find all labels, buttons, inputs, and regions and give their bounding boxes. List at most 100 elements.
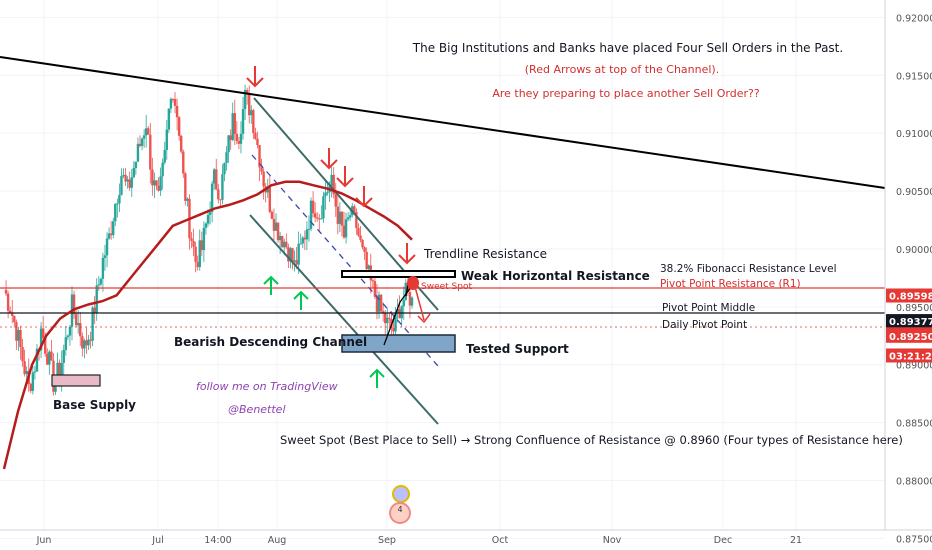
- candle-body: [388, 317, 391, 319]
- projection-down-arrowhead: [417, 313, 431, 324]
- candle-body: [167, 108, 171, 130]
- fib-label: 38.2% Fibonacci Resistance Level: [660, 263, 837, 275]
- candle-body: [44, 338, 47, 354]
- moving-average-line[interactable]: [2, 180, 413, 470]
- candle-body: [159, 176, 162, 191]
- candle-body: [392, 328, 395, 332]
- tested-support-box[interactable]: [341, 334, 456, 353]
- candle-body: [149, 134, 152, 170]
- buy-arrow-head: [263, 275, 279, 285]
- candle-body: [29, 383, 32, 391]
- price-tag-bg: [886, 314, 932, 329]
- time-tick-label: Sep: [378, 535, 396, 546]
- candle-body: [157, 185, 160, 191]
- grid: [0, 0, 885, 539]
- price-tag: 0.89250: [886, 328, 932, 343]
- candle-body: [357, 227, 360, 236]
- price-tick-label: 0.90000: [896, 245, 932, 256]
- event-marker-icon[interactable]: [392, 485, 410, 503]
- time-axis[interactable]: Jun Jul 14:00 Aug Sep Oct Nov Dec 21: [0, 529, 932, 546]
- candle-body: [283, 241, 286, 248]
- candle-body: [13, 316, 16, 323]
- candle-body: [245, 89, 249, 94]
- author-label: @Benettel: [228, 403, 286, 416]
- candle-body: [373, 281, 377, 297]
- sell-arrow-head: [398, 254, 416, 265]
- price-tag-bg: [886, 328, 932, 343]
- price-tick-label: 0.87500: [896, 534, 932, 545]
- candle-body: [326, 192, 329, 194]
- event-markers[interactable]: 4: [389, 485, 411, 524]
- candle-body: [262, 171, 265, 187]
- price-tag: 03:21:27: [886, 348, 932, 363]
- channel-midline[interactable]: [251, 154, 439, 367]
- time-tick-label: Nov: [603, 535, 622, 546]
- time-tick-label: 21: [790, 535, 802, 546]
- candle-body: [231, 113, 234, 141]
- price-tag-label: 0.89377: [889, 317, 932, 328]
- candle-body: [140, 138, 144, 146]
- candle-body: [6, 293, 10, 311]
- time-tick-label: Jul: [151, 535, 163, 546]
- candle-body: [76, 323, 80, 326]
- candle-body: [260, 167, 263, 172]
- candle-body: [394, 312, 397, 332]
- time-tick-label: 14:00: [204, 535, 231, 546]
- candle-body: [99, 278, 103, 285]
- candle-body: [66, 335, 70, 338]
- base-supply-box[interactable]: [51, 374, 101, 387]
- candle-body: [258, 145, 261, 168]
- sell-arrow-head: [320, 159, 338, 170]
- candle-body: [103, 255, 107, 258]
- candle-body: [367, 265, 370, 270]
- candle-body: [180, 135, 183, 152]
- candle-body: [132, 168, 136, 178]
- drawing-layer: [0, 56, 886, 425]
- sub-text-2: Are they preparing to place another Sell…: [492, 87, 760, 100]
- weak-horizontal-resistance-box[interactable]: [341, 270, 456, 278]
- candle-body: [147, 128, 150, 135]
- follow-label: follow me on TradingView: [196, 380, 338, 393]
- price-axis[interactable]: 0.92000 0.91500 0.91000 0.90500 0.90000 0.895…: [884, 0, 932, 550]
- major-trendline[interactable]: [0, 56, 886, 189]
- candle-body: [171, 98, 175, 100]
- candle-body: [268, 187, 272, 212]
- candle-body: [25, 371, 28, 375]
- event-marker-icon[interactable]: [389, 502, 411, 524]
- candle-body: [324, 192, 327, 197]
- candle-body: [68, 326, 72, 336]
- price-tick-label: 0.88500: [896, 419, 932, 430]
- price-tick-label: 0.90500: [896, 187, 932, 198]
- candle-body: [381, 311, 385, 313]
- candle-body: [190, 238, 193, 241]
- sub-text-1: (Red Arrows at top of the Channel).: [525, 63, 719, 76]
- candle-body: [336, 206, 340, 224]
- candle-body: [112, 221, 115, 236]
- candle-body: [163, 150, 166, 163]
- candle-body: [223, 162, 226, 175]
- price-tag-bg: [886, 288, 932, 303]
- candle-body: [97, 284, 100, 286]
- candle-body: [305, 229, 309, 240]
- candle-body: [198, 240, 201, 268]
- candle-body: [280, 235, 284, 248]
- candle-body: [309, 200, 313, 229]
- candle-body: [241, 109, 245, 134]
- candle-body: [194, 246, 197, 263]
- event-marker-count: 4: [397, 505, 402, 514]
- candle-body: [192, 240, 195, 247]
- channel-lower-line[interactable]: [249, 214, 439, 425]
- candle-body: [301, 237, 304, 244]
- candle-body: [287, 247, 290, 262]
- candle-body: [348, 215, 352, 218]
- candle-body: [330, 174, 333, 187]
- moving-average: [2, 180, 413, 470]
- candle-body: [206, 214, 210, 224]
- candle-body: [89, 339, 92, 341]
- candle-body: [142, 135, 146, 139]
- candle-body: [316, 217, 319, 219]
- sweet-spot-marker[interactable]: [407, 276, 419, 290]
- candle-body: [116, 203, 119, 205]
- candle-body: [200, 240, 204, 251]
